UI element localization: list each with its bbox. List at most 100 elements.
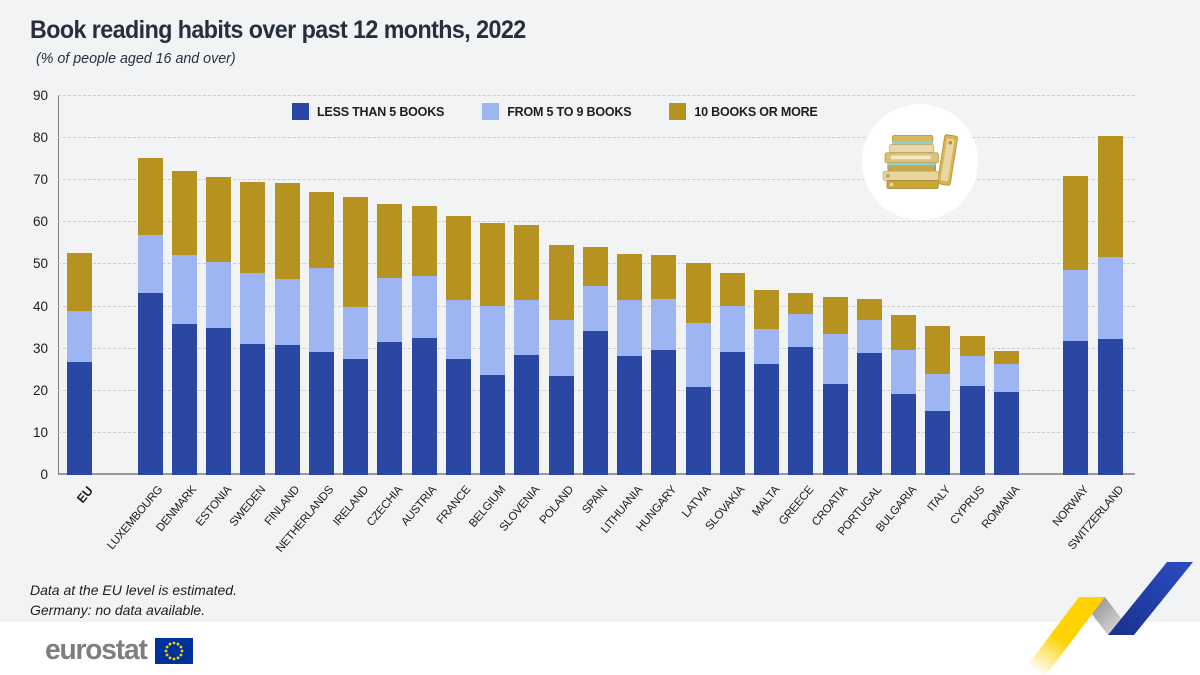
bar-segment-sweden-10-books-or-more: [240, 181, 266, 273]
bar-segment-spain-less-than-5-books: [582, 331, 608, 475]
bar-segment-croatia-10-books-or-more: [822, 297, 848, 335]
bar-segment-latvia-from-5-to-9-books: [685, 323, 711, 387]
legend-item-10-or-more: 10 BOOKS OR MORE: [669, 103, 818, 120]
gridline-70: [58, 179, 1135, 181]
y-tick-label-30: 30: [32, 340, 48, 356]
bar-segment-poland-from-5-to-9-books: [548, 319, 574, 376]
bar-segment-bulgaria-10-books-or-more: [891, 315, 917, 350]
bar-segment-slovenia-less-than-5-books: [514, 355, 540, 475]
bar-segment-italy-from-5-to-9-books: [925, 374, 951, 411]
eu-flag-star: [172, 641, 176, 644]
bar-segment-netherlands-less-than-5-books: [308, 352, 334, 475]
bar-segment-cyprus-10-books-or-more: [959, 335, 985, 356]
bar-segment-france-less-than-5-books: [445, 358, 471, 475]
eu-flag-star: [180, 649, 184, 652]
bar-segment-slovenia-10-books-or-more: [514, 224, 540, 301]
bar-segment-portugal-10-books-or-more: [856, 299, 882, 320]
eu-flag-star: [168, 642, 172, 645]
bar-segment-norway-10-books-or-more: [1063, 176, 1088, 270]
bar-segment-latvia-10-books-or-more: [685, 263, 711, 324]
eurostat-logo-text: eurostat: [45, 634, 148, 666]
bar-segment-lithuania-from-5-to-9-books: [617, 300, 643, 357]
bar-segment-romania-less-than-5-books: [994, 391, 1019, 475]
legend-swatch-less-than-5-icon: [292, 103, 309, 120]
bar-segment-lithuania-less-than-5-books: [617, 356, 643, 475]
y-tick-label-10: 10: [32, 424, 48, 440]
y-tick-label-60: 60: [32, 214, 48, 230]
gridline-60: [58, 221, 1135, 223]
eurostat-zigzag-icon: [1020, 562, 1193, 675]
eu-flag-star: [168, 656, 172, 659]
bar-segment-luxembourg-from-5-to-9-books: [137, 234, 163, 293]
bar-segment-bulgaria-less-than-5-books: [891, 393, 917, 475]
footer-band: [0, 622, 1200, 675]
bar-segment-greece-10-books-or-more: [788, 293, 814, 314]
bar-segment-eu-from-5-to-9-books: [66, 310, 92, 363]
bar-segment-czechia-10-books-or-more: [377, 204, 403, 279]
y-tick-label-70: 70: [32, 172, 48, 188]
bar-segment-slovakia-less-than-5-books: [719, 352, 745, 475]
bar-segment-greece-less-than-5-books: [788, 346, 814, 475]
bar-segment-ireland-10-books-or-more: [343, 196, 369, 307]
bar-segment-malta-from-5-to-9-books: [754, 329, 780, 364]
legend-item-less-than-5: LESS THAN 5 BOOKS: [292, 103, 444, 120]
gridline-80: [58, 137, 1135, 139]
bar-segment-malta-less-than-5-books: [754, 363, 780, 475]
bar-segment-finland-from-5-to-9-books: [274, 278, 300, 345]
bar-segment-estonia-less-than-5-books: [206, 328, 232, 475]
bar-segment-sweden-from-5-to-9-books: [240, 272, 266, 344]
y-axis-line: [58, 96, 59, 475]
bar-segment-luxembourg-less-than-5-books: [137, 292, 163, 475]
bar-segment-norway-less-than-5-books: [1063, 340, 1088, 475]
eu-flag-star: [165, 645, 169, 648]
bar-segment-czechia-from-5-to-9-books: [377, 278, 403, 342]
bar-segment-estonia-from-5-to-9-books: [206, 261, 232, 329]
bar-segment-spain-from-5-to-9-books: [582, 285, 608, 332]
y-tick-label-80: 80: [32, 130, 48, 146]
bar-segment-italy-10-books-or-more: [925, 325, 951, 375]
eu-flag-star: [179, 653, 183, 656]
bar-segment-czechia-less-than-5-books: [377, 341, 403, 475]
y-tick-label-90: 90: [32, 88, 48, 103]
bar-segment-france-from-5-to-9-books: [445, 300, 471, 359]
bar-segment-cyprus-less-than-5-books: [959, 385, 985, 475]
page-title: Book reading habits over past 12 months,…: [30, 16, 526, 44]
bar-segment-finland-10-books-or-more: [274, 182, 300, 279]
y-tick-label-0: 0: [40, 467, 48, 482]
bar-segment-romania-10-books-or-more: [994, 351, 1019, 365]
bar-segment-switzerland-from-5-to-9-books: [1098, 257, 1123, 339]
bar-segment-austria-from-5-to-9-books: [411, 275, 437, 338]
bar-segment-france-10-books-or-more: [445, 215, 471, 301]
footnote-germany: Germany: no data available.: [30, 602, 206, 618]
y-tick-label-50: 50: [32, 256, 48, 272]
bar-segment-portugal-less-than-5-books: [856, 352, 882, 475]
bar-segment-romania-from-5-to-9-books: [994, 364, 1019, 392]
bar-segment-eu-10-books-or-more: [66, 252, 92, 311]
bar-segment-denmark-10-books-or-more: [171, 171, 197, 256]
eu-flag-star: [176, 656, 180, 659]
bar-segment-latvia-less-than-5-books: [685, 387, 711, 475]
bar-segment-eu-less-than-5-books: [66, 362, 92, 475]
bar-segment-denmark-less-than-5-books: [171, 323, 197, 475]
eu-flag-icon: [154, 637, 193, 664]
bar-segment-finland-less-than-5-books: [274, 344, 300, 475]
eu-flag-star: [176, 642, 180, 645]
legend-item-from-5-to-9: FROM 5 TO 9 BOOKS: [482, 103, 632, 120]
bar-segment-austria-less-than-5-books: [411, 337, 437, 475]
bar-segment-malta-10-books-or-more: [754, 289, 780, 330]
bar-segment-belgium-from-5-to-9-books: [480, 305, 506, 375]
eu-flag-star: [179, 645, 183, 648]
legend-swatch-10-or-more-icon: [669, 103, 687, 120]
books-icon-badge: [862, 104, 978, 220]
legend-swatch-from-5-to-9-icon: [482, 103, 500, 120]
bar-segment-switzerland-10-books-or-more: [1098, 136, 1123, 258]
bar-segment-hungary-10-books-or-more: [651, 254, 677, 299]
bar-segment-portugal-from-5-to-9-books: [856, 319, 882, 353]
bar-segment-sweden-less-than-5-books: [240, 343, 266, 475]
bar-segment-estonia-10-books-or-more: [206, 177, 232, 262]
bar-segment-hungary-from-5-to-9-books: [651, 298, 677, 350]
bar-segment-cyprus-from-5-to-9-books: [959, 355, 985, 386]
books-icon: [882, 134, 958, 190]
y-tick-label-20: 20: [32, 382, 48, 398]
